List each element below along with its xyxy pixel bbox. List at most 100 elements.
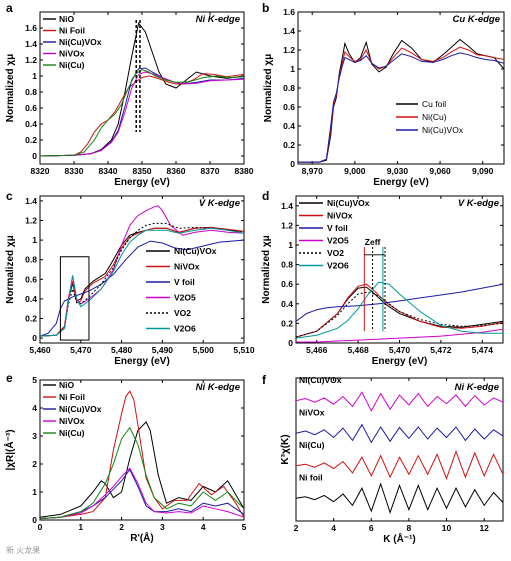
x-tick-label: 5,470 [70, 345, 92, 355]
x-axis-label: Energy (eV) [373, 177, 429, 188]
y-axis-label: Normalized χμ [261, 235, 272, 304]
x-tick-label: 9,090 [472, 166, 494, 176]
legend-entry: V2O5 [327, 236, 349, 246]
legend-entry: NiVOx [59, 49, 85, 59]
series-line-ni-foil [40, 73, 244, 157]
series-line-v2o5 [296, 328, 503, 343]
legend-entry: Ni Foil [59, 392, 85, 402]
legend-entry: Ni(Cu) [422, 112, 447, 122]
series-line-ni-cu-vox [298, 52, 504, 163]
panel-letter: e [6, 371, 13, 385]
y-tick-label: 1.4 [281, 201, 293, 211]
series-line-ni-cu-vox [40, 67, 244, 157]
y-tick-label: 0.8 [281, 260, 293, 270]
y-tick-label: 0 [32, 333, 37, 343]
series-line-v2o6 [40, 227, 244, 337]
y-tick-label: 0.8 [283, 83, 295, 93]
y-tick-label: 0.2 [281, 318, 293, 328]
x-tick-label: 5 [242, 522, 247, 532]
x-tick-label: 9,000 [344, 166, 366, 176]
y-tick-label: 1.4 [25, 196, 37, 206]
y-tick-label: 2 [32, 459, 37, 469]
legend-entry: V2O6 [327, 261, 349, 271]
x-axis-label: Energy (eV) [372, 356, 428, 367]
x-axis-label: Energy (eV) [114, 356, 170, 367]
edge-label: Cu K-edge [453, 14, 501, 25]
series-line-v2o6 [296, 281, 503, 339]
y-tick-label: 3 [32, 431, 37, 441]
legend-entry: Ni(Cu) [59, 428, 85, 438]
x-tick-label: 5,466 [306, 345, 328, 355]
legend-entry: NiO [59, 380, 75, 390]
x-tick-label: 0 [38, 522, 43, 532]
edge-label: Ni K-edge [196, 14, 241, 25]
watermark-text: 新 火龙果 [6, 545, 40, 555]
series-label: Ni foil [299, 472, 323, 482]
y-tick-label: 1 [288, 240, 293, 250]
x-axis-label: K (Å⁻¹) [383, 532, 416, 545]
series-line-nivox [40, 467, 244, 520]
y-tick-label: 4 [32, 403, 37, 413]
x-tick-label: 5,474 [472, 345, 494, 355]
series-label: Ni(Cu)VOx [299, 375, 342, 385]
y-tick-label: 0.4 [281, 299, 293, 309]
x-tick-label: 8330 [65, 166, 84, 176]
x-tick-label: 5,510 [233, 345, 255, 355]
edge-label: Ni K-edge [196, 382, 241, 393]
series-line-v-foil [296, 283, 503, 322]
x-tick-label: 5,470 [389, 345, 411, 355]
legend-entry: Cu foil [422, 99, 446, 109]
x-tick-label: 1 [78, 522, 83, 532]
x-tick-label: 8380 [235, 166, 254, 176]
legend-entry: NiVOx [174, 262, 200, 272]
y-tick-label: 1.4 [283, 26, 295, 36]
series-line-ni-foil [40, 390, 244, 520]
y-tick-label: 1.2 [281, 220, 293, 230]
legend-entry: V2O5 [174, 293, 196, 303]
legend-entry: Ni(Cu) [59, 60, 85, 70]
plot-frame [39, 379, 245, 521]
legend-entry: Ni(Cu)VOx [59, 37, 102, 47]
chart-panel-e: 0 1 2 3 4 5 0 1 2 3 4 5 R'(Å) |χR|(Å⁻³) e Ni K-edge NiO N… [3, 371, 247, 544]
x-tick-label: 9,060 [429, 166, 451, 176]
y-tick-label: 1.2 [283, 45, 295, 55]
x-tick-label: 2 [294, 523, 299, 533]
zoom-inset-box [59, 256, 90, 341]
y-tick-label: 5 [32, 375, 37, 385]
x-tick-label: 8370 [201, 166, 220, 176]
y-tick-label: 0 [290, 159, 295, 169]
x-tick-label: 5,460 [29, 345, 51, 355]
legend-entry: VO2 [174, 308, 191, 318]
y-tick-label: 1.4 [25, 39, 37, 49]
x-tick-label: 8360 [167, 166, 186, 176]
y-tick-label: 0.6 [283, 102, 295, 112]
y-tick-label: 0.4 [25, 294, 37, 304]
x-tick-label: 8 [407, 523, 412, 533]
x-tick-label: 4 [201, 522, 206, 532]
series-line-vo2 [40, 222, 244, 337]
legend-entry: V2O6 [174, 324, 196, 334]
y-tick-label: 0.6 [281, 279, 293, 289]
x-tick-label: 3 [160, 522, 165, 532]
series-line-nivox [40, 71, 244, 157]
panel-letter: f [262, 373, 267, 387]
x-tick-label: 5,490 [152, 345, 174, 355]
y-tick-label: 1 [32, 487, 37, 497]
x-tick-label: 8350 [133, 166, 152, 176]
edge-label: V K-edge [458, 198, 500, 209]
zeff-annotation: Zeff [365, 237, 381, 247]
y-tick-label: 0.2 [283, 140, 295, 150]
y-tick-label: 1 [32, 235, 37, 245]
x-tick-label: 5,480 [111, 345, 133, 355]
y-tick-label: 0.8 [25, 87, 37, 97]
panel-letter: b [262, 1, 269, 15]
x-axis-label: Energy (eV) [114, 177, 170, 188]
y-tick-label: 0 [32, 151, 37, 161]
x-tick-label: 5,500 [193, 345, 215, 355]
y-tick-label: 0 [32, 515, 37, 525]
series-line-ni-foil [296, 482, 503, 515]
chart-panel-d: 5,466 5,468 5,470 5,472 5,474 0 0.2 0.4 0.6 0.8 1 1… [261, 189, 504, 367]
legend-entry: NiVOx [327, 211, 353, 221]
x-tick-label: 6 [369, 523, 374, 533]
y-axis-label: |χR|(Å⁻³) [3, 429, 16, 470]
